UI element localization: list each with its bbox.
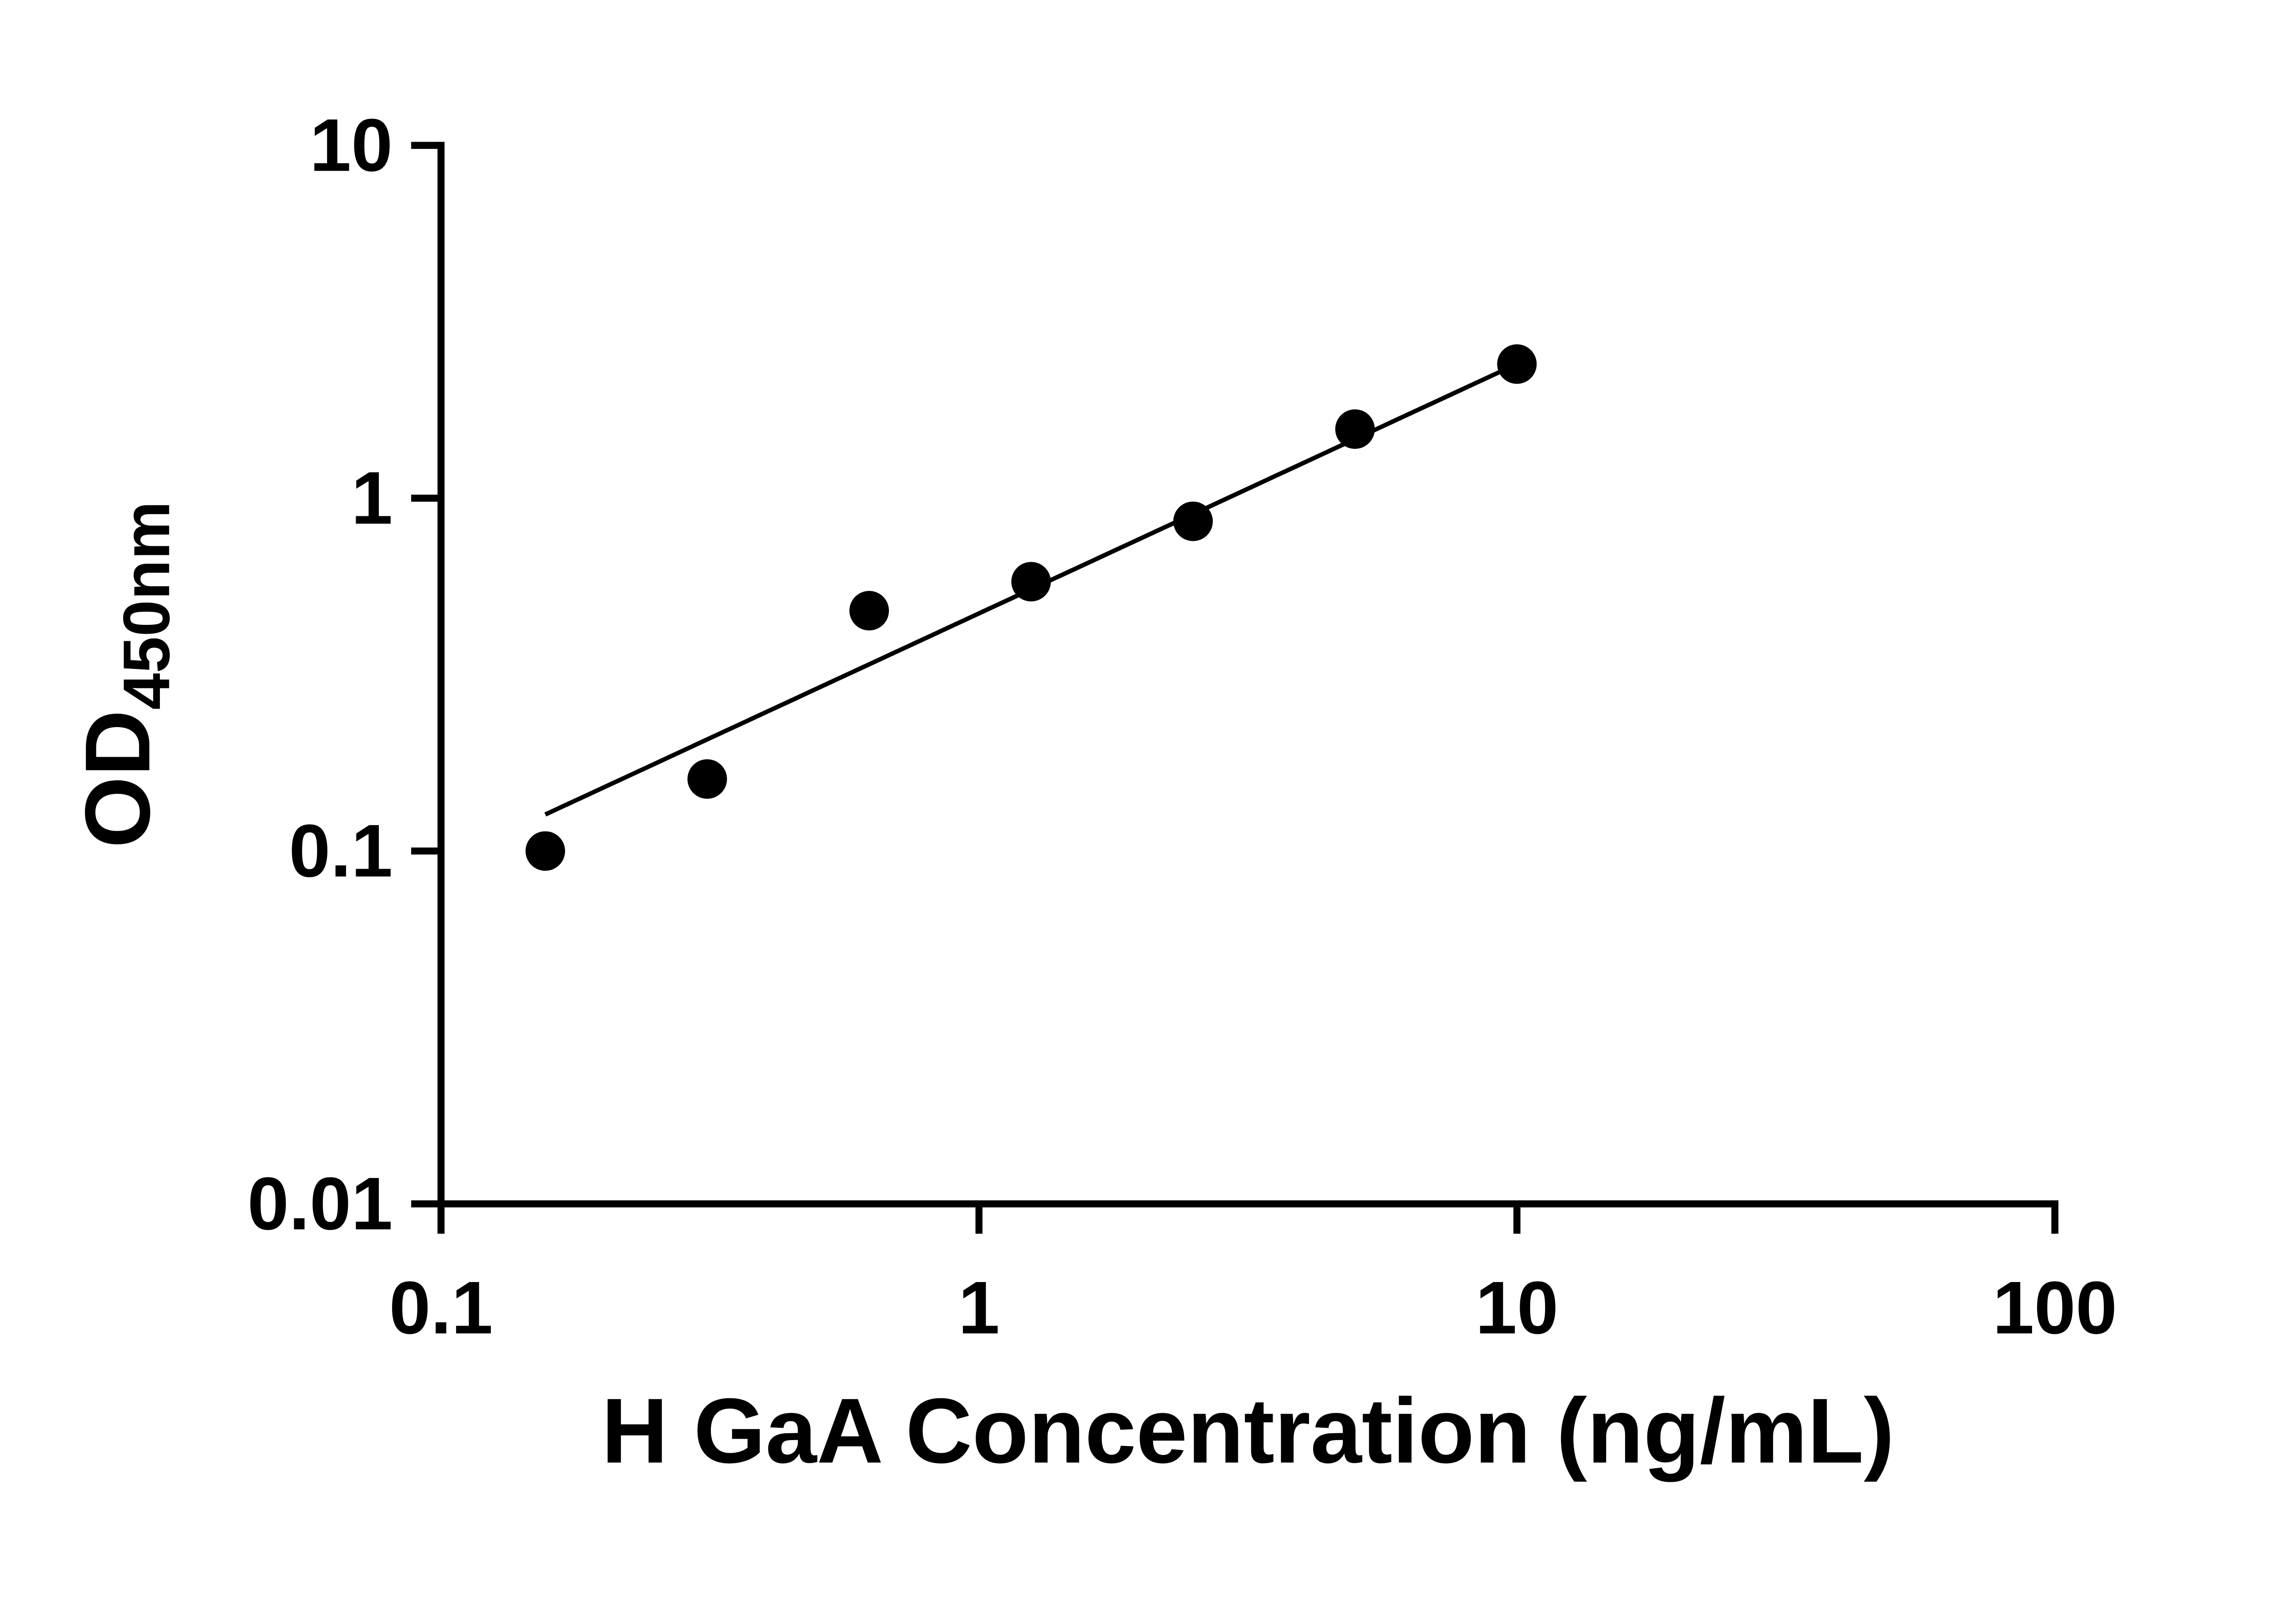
y-tick-label: 1	[351, 456, 392, 540]
y-axis-title: OD450nm	[66, 501, 183, 848]
y-axis-ticks: 0.01 0.1 1 10	[248, 103, 441, 1245]
x-tick-label: 100	[1993, 1266, 2117, 1349]
data-point	[849, 591, 889, 631]
y-tick-label: 0.01	[248, 1162, 393, 1245]
data-point	[1011, 562, 1051, 602]
y-tick-label: 0.1	[289, 809, 393, 892]
x-tick-label: 1	[958, 1266, 1000, 1349]
axes	[437, 142, 2058, 1208]
data-point	[1497, 344, 1537, 384]
x-tick-label: 0.1	[389, 1266, 493, 1349]
x-axis-ticks: 0.1 1 10 100	[389, 1203, 2117, 1349]
x-tick-label: 10	[1475, 1266, 1558, 1349]
data-point	[526, 831, 565, 871]
chart-canvas: 0.1 1 10 100 0.01 0.1 1 10 H GaA Concentration…	[66, 103, 2117, 1483]
y-axis-title-subscript: 450nm	[109, 501, 183, 710]
data-point	[1173, 501, 1213, 541]
data-point	[1335, 409, 1375, 449]
x-axis-title: H GaA Concentration (ng/mL)	[601, 1379, 1894, 1482]
data-point	[687, 759, 727, 799]
data-points-group	[526, 344, 1537, 871]
y-axis-title-main: OD	[66, 710, 169, 848]
y-tick-label: 10	[310, 103, 393, 187]
elisa-standard-curve-figure: 0.1 1 10 100 0.01 0.1 1 10 H GaA Concentration…	[66, 103, 2117, 1483]
axis-lines	[437, 142, 2058, 1208]
